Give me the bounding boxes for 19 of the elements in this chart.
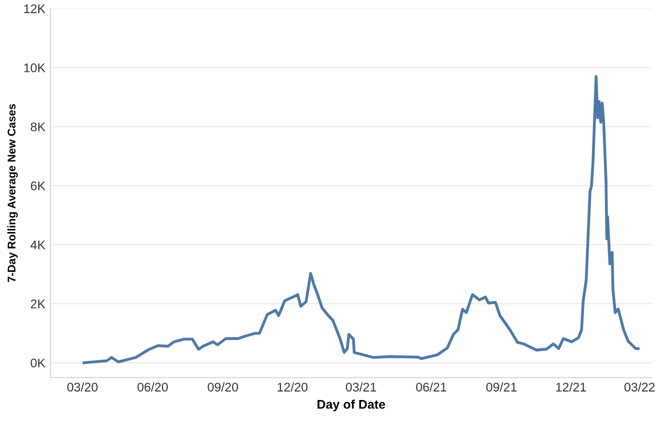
- y-axis-title: 7-Day Rolling Average New Cases: [7, 104, 18, 282]
- y-tick-label: 2K: [30, 300, 46, 308]
- x-tick-label: 03/22: [624, 382, 655, 392]
- x-tick-label: 06/20: [138, 382, 168, 392]
- x-tick-label: 09/21: [486, 382, 517, 392]
- x-axis-title: Day of Date: [318, 400, 386, 412]
- y-tick-label: 10K: [24, 63, 46, 72]
- y-tick-label: 8K: [30, 122, 46, 132]
- y-tick-label: 6K: [30, 181, 46, 190]
- y-tick-label: 12K: [24, 4, 46, 14]
- line-series: [82, 75, 640, 364]
- y-tick-label: 0K: [30, 358, 46, 368]
- x-tick-label: 12/21: [556, 382, 586, 392]
- x-tick-label: 09/20: [208, 382, 238, 392]
- x-tick-label: 12/20: [278, 382, 308, 392]
- y-tick-label: 4K: [30, 240, 46, 250]
- x-tick-label: 06/21: [416, 382, 446, 392]
- x-tick-label: 03/20: [67, 382, 98, 392]
- x-tick-label: 03/21: [346, 382, 376, 392]
